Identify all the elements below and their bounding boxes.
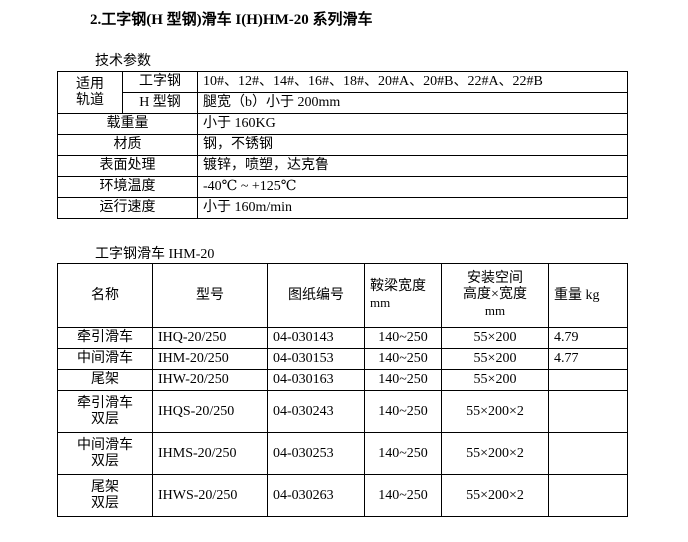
model-cell: IHW-20/250 — [152, 369, 268, 391]
space-cell: 55×200 — [441, 348, 549, 370]
section-title: 2.工字钢(H 型钢)滑车 I(H)HM-20 系列滑车 — [90, 12, 373, 28]
name-line: 尾架 — [91, 479, 119, 495]
weight-cell — [548, 390, 628, 433]
weight-cell — [548, 432, 628, 475]
width-cell: 140~250 — [364, 348, 442, 370]
specs-table: 适用 轨道 工字钢 10#、12#、14#、16#、18#、20#A、20#B、2… — [57, 71, 628, 219]
model-cell: IHMS-20/250 — [152, 432, 268, 475]
width-cell: 140~250 — [364, 327, 442, 349]
drawing-cell: 04-030153 — [267, 348, 365, 370]
table-row: H 型钢 腿宽（b）小于 200mm — [58, 92, 628, 114]
name-cell: 尾架 — [57, 369, 153, 391]
width-cell: 140~250 — [364, 432, 442, 475]
spec-label: 表面处理 — [57, 155, 198, 177]
header-width: 鞍梁宽度 mm — [364, 263, 442, 328]
header-width-unit: mm — [370, 295, 391, 310]
spec-value: 小于 160m/min — [197, 197, 628, 219]
spec-value: 腿宽（b）小于 200mm — [197, 92, 628, 114]
table-row: 运行速度 小于 160m/min — [57, 197, 628, 219]
spec-label: 载重量 — [57, 113, 198, 135]
specs-caption: 技术参数 — [95, 54, 151, 69]
header-space-unit: mm — [484, 303, 506, 318]
drawing-cell: 04-030253 — [267, 432, 365, 475]
models-caption: 工字钢滑车 IHM-20 — [95, 247, 215, 262]
width-cell: 140~250 — [364, 390, 442, 433]
weight-cell: 4.79 — [548, 327, 628, 349]
name-cell: 中间滑车 双层 — [57, 432, 153, 475]
name-line: 中间滑车 — [77, 351, 133, 366]
space-cell: 55×200 — [441, 327, 549, 349]
name-line: 牵引滑车 — [77, 330, 133, 345]
spec-label: 材质 — [57, 134, 198, 156]
table-row: 尾架 IHW-20/250 04-030163 140~250 55×200 — [57, 369, 628, 391]
table-row: 中间滑车 双层 IHMS-20/250 04-030253 140~250 55×200×… — [57, 432, 628, 475]
drawing-cell: 04-030163 — [267, 369, 365, 391]
models-table: 名称 型号 图纸编号 鞍梁宽度 mm 安装空间 高度×宽度 mm 重量 kg 牵引滑车… — [57, 263, 628, 517]
name-cell: 尾架 双层 — [57, 474, 153, 517]
table-row: 环境温度 -40℃ ~ +125℃ — [57, 176, 628, 198]
model-cell: IHQS-20/250 — [152, 390, 268, 433]
header-space: 安装空间 高度×宽度 mm — [441, 263, 549, 328]
name-cell: 中间滑车 — [57, 348, 153, 370]
spec-label: 运行速度 — [57, 197, 198, 219]
width-cell: 140~250 — [364, 474, 442, 517]
table-row: 载重量 小于 160KG — [57, 113, 628, 135]
spec-value: 镀锌，喷塑，达克鲁 — [197, 155, 628, 177]
name-cell: 牵引滑车 — [57, 327, 153, 349]
spec-label: H 型钢 — [122, 92, 198, 114]
name-line: 尾架 — [91, 372, 119, 387]
table-header-row: 名称 型号 图纸编号 鞍梁宽度 mm 安装空间 高度×宽度 mm 重量 kg — [57, 263, 628, 328]
spec-label: 环境温度 — [57, 176, 198, 198]
table-row: 适用 轨道 工字钢 10#、12#、14#、16#、18#、20#A、20#B、2… — [57, 71, 628, 114]
space-cell: 55×200 — [441, 369, 549, 391]
name-line: 双层 — [91, 411, 119, 427]
name-line: 双层 — [91, 495, 119, 511]
header-name: 名称 — [57, 263, 153, 328]
header-space-label: 安装空间 — [467, 271, 523, 286]
header-drawing: 图纸编号 — [267, 263, 365, 328]
header-space-dims: 高度×宽度 — [463, 287, 527, 302]
spec-label: 工字钢 — [122, 71, 198, 93]
table-row: 表面处理 镀锌，喷塑，达克鲁 — [57, 155, 628, 177]
drawing-cell: 04-030263 — [267, 474, 365, 517]
spec-value: 10#、12#、14#、16#、18#、20#A、20#B、22#A、22#B — [197, 71, 628, 93]
name-line: 中间滑车 — [77, 437, 133, 453]
header-weight: 重量 kg — [548, 263, 628, 328]
table-row: 中间滑车 IHM-20/250 04-030153 140~250 55×200 4.77 — [57, 348, 628, 370]
drawing-cell: 04-030243 — [267, 390, 365, 433]
space-cell: 55×200×2 — [441, 474, 549, 517]
spec-value: -40℃ ~ +125℃ — [197, 176, 628, 198]
table-row: 材质 钢，不锈钢 — [57, 134, 628, 156]
table-row: 牵引滑车 双层 IHQS-20/250 04-030243 140~250 55×200×… — [57, 390, 628, 433]
spec-value: 钢，不锈钢 — [197, 134, 628, 156]
name-cell: 牵引滑车 双层 — [57, 390, 153, 433]
drawing-cell: 04-030143 — [267, 327, 365, 349]
spec-value: 小于 160KG — [197, 113, 628, 135]
rail-label-line: 适用 — [76, 76, 104, 92]
header-width-label: 鞍梁宽度 — [370, 279, 426, 294]
weight-cell: 4.77 — [548, 348, 628, 370]
space-cell: 55×200×2 — [441, 390, 549, 433]
rail-label: 适用 轨道 — [57, 71, 123, 114]
width-cell: 140~250 — [364, 369, 442, 391]
name-line: 双层 — [91, 453, 119, 469]
table-row: 牵引滑车 IHQ-20/250 04-030143 140~250 55×200 4.79 — [57, 327, 628, 349]
model-cell: IHWS-20/250 — [152, 474, 268, 517]
space-cell: 55×200×2 — [441, 432, 549, 475]
weight-cell — [548, 474, 628, 517]
name-line: 牵引滑车 — [77, 395, 133, 411]
model-cell: IHQ-20/250 — [152, 327, 268, 349]
table-row: 尾架 双层 IHWS-20/250 04-030263 140~250 55×200×2 — [57, 474, 628, 517]
rail-label-line: 轨道 — [76, 92, 104, 108]
header-model: 型号 — [152, 263, 268, 328]
model-cell: IHM-20/250 — [152, 348, 268, 370]
weight-cell — [548, 369, 628, 391]
